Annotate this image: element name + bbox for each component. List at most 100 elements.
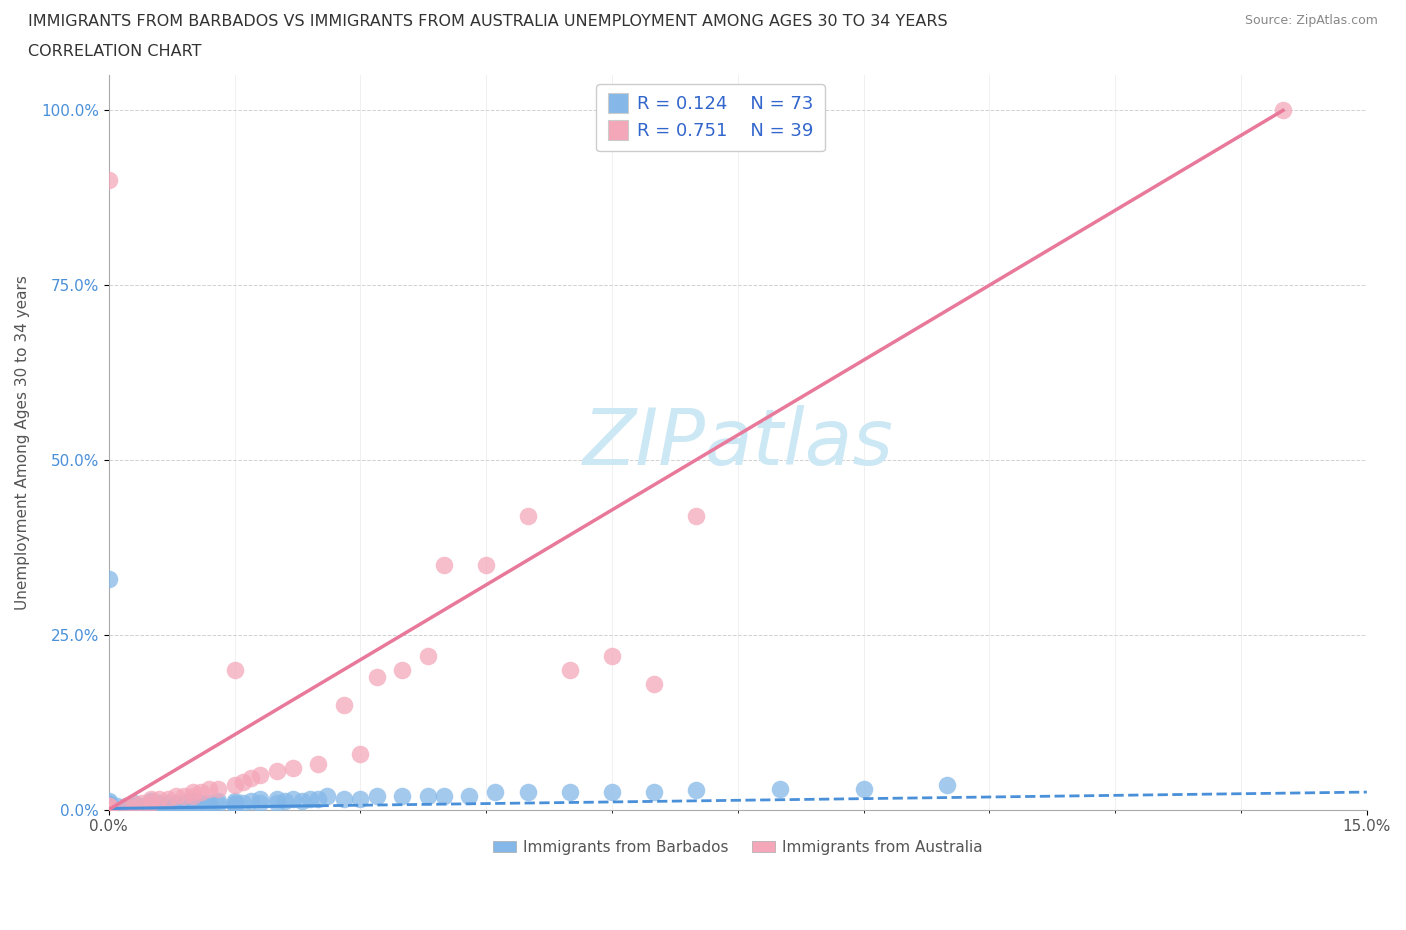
Point [433, 788, 456, 803]
Point [131, 795, 153, 810]
Point [181, 802, 204, 817]
Point [97, 802, 120, 817]
Point [224, 799, 246, 814]
Point [131, 799, 153, 814]
Point [249, 791, 271, 806]
Point [190, 785, 212, 800]
Point [458, 788, 481, 803]
Point [181, 796, 204, 811]
Point [139, 791, 162, 806]
Point [131, 802, 153, 817]
Point [97, 799, 120, 814]
Point [224, 796, 246, 811]
Point [190, 795, 212, 810]
Point [105, 799, 128, 814]
Point [600, 785, 623, 800]
Point [139, 802, 162, 817]
Text: ZIPatlas: ZIPatlas [582, 405, 893, 481]
Point [165, 799, 187, 814]
Point [416, 788, 439, 803]
Point [139, 793, 162, 808]
Point [181, 795, 204, 810]
Point [97, 802, 120, 817]
Point [315, 788, 337, 803]
Point [224, 777, 246, 792]
Point [240, 793, 263, 808]
Point [156, 799, 179, 814]
Point [299, 791, 322, 806]
Point [97, 802, 120, 817]
Point [517, 509, 540, 524]
Point [685, 782, 707, 797]
Point [97, 799, 120, 814]
Point [122, 796, 145, 811]
Point [173, 788, 195, 803]
Point [198, 781, 221, 796]
Point [769, 781, 792, 796]
Point [97, 793, 120, 808]
Point [207, 781, 229, 796]
Point [291, 793, 314, 808]
Point [114, 799, 136, 814]
Point [97, 802, 120, 817]
Point [148, 799, 170, 814]
Point [148, 791, 170, 806]
Point [139, 802, 162, 817]
Point [105, 802, 128, 817]
Point [1271, 103, 1294, 118]
Point [266, 791, 288, 806]
Point [97, 802, 120, 817]
Point [224, 795, 246, 810]
Point [349, 746, 371, 761]
Point [643, 785, 665, 800]
Point [181, 788, 204, 803]
Point [685, 509, 707, 524]
Point [232, 774, 254, 789]
Point [484, 785, 506, 800]
Point [224, 662, 246, 677]
Point [517, 785, 540, 800]
Point [148, 795, 170, 810]
Point [122, 799, 145, 814]
Point [97, 799, 120, 814]
Point [274, 793, 297, 808]
Point [852, 781, 875, 796]
Point [416, 648, 439, 663]
Point [643, 676, 665, 691]
Text: CORRELATION CHART: CORRELATION CHART [28, 44, 201, 59]
Point [97, 795, 120, 810]
Point [283, 791, 305, 806]
Point [122, 795, 145, 810]
Point [366, 670, 388, 684]
Legend: Immigrants from Barbados, Immigrants from Australia: Immigrants from Barbados, Immigrants fro… [486, 833, 988, 860]
Point [165, 788, 187, 803]
Y-axis label: Unemployment Among Ages 30 to 34 years: Unemployment Among Ages 30 to 34 years [15, 275, 30, 610]
Point [232, 795, 254, 810]
Point [391, 662, 413, 677]
Point [156, 795, 179, 810]
Point [249, 767, 271, 782]
Point [266, 795, 288, 810]
Point [308, 791, 330, 806]
Point [936, 777, 959, 792]
Text: Source: ZipAtlas.com: Source: ZipAtlas.com [1244, 14, 1378, 27]
Point [173, 795, 195, 810]
Point [332, 791, 354, 806]
Point [558, 662, 581, 677]
Point [198, 799, 221, 814]
Point [114, 802, 136, 817]
Point [266, 764, 288, 778]
Point [391, 788, 413, 803]
Point [558, 785, 581, 800]
Point [366, 788, 388, 803]
Point [181, 793, 204, 808]
Point [600, 648, 623, 663]
Point [332, 698, 354, 712]
Point [97, 802, 120, 817]
Point [207, 796, 229, 811]
Point [139, 795, 162, 810]
Point [198, 795, 221, 810]
Point [139, 795, 162, 810]
Point [156, 791, 179, 806]
Point [240, 771, 263, 786]
